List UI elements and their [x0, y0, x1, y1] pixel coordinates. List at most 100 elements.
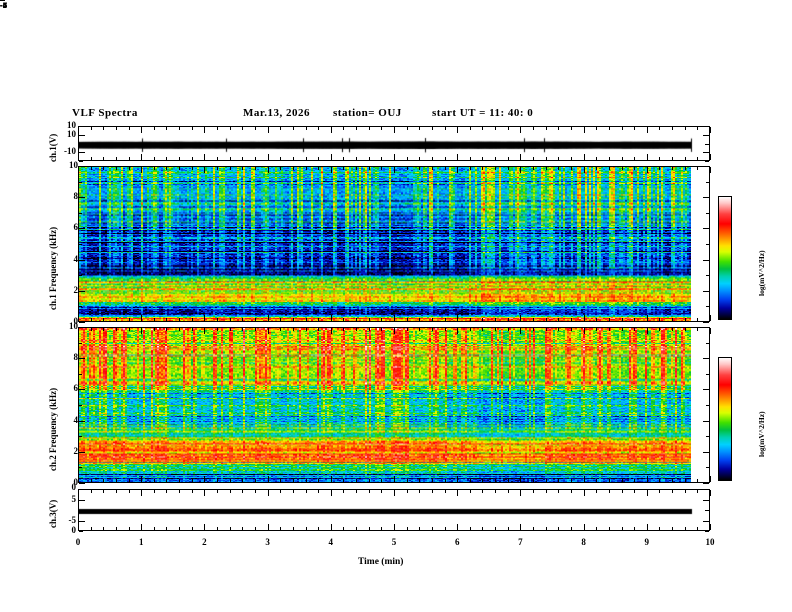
ytick-left-ch2spec-8 [79, 452, 85, 453]
xtick-bottom-ch2spec-14 [255, 479, 256, 482]
xtick-bottom-ch3wave-28 [432, 527, 433, 530]
xtick-bottom-ch1spec-11 [217, 318, 218, 321]
xtick-top-ch1spec-15 [268, 167, 269, 173]
y-tick-label-ch1wave-1: -10 [64, 146, 76, 157]
xtick-top-ch1spec-48 [685, 167, 686, 170]
xtick-top-ch1wave-17 [293, 127, 294, 130]
xtick-bottom-ch1wave-19 [318, 157, 319, 160]
xtick-top-ch2spec-10 [204, 328, 205, 334]
ytick-right-ch1spec-8 [703, 291, 709, 292]
xtick-top-ch2spec-24 [381, 328, 382, 331]
xtick-top-ch3wave-9 [192, 490, 193, 493]
xtick-bottom-ch2spec-30 [457, 476, 458, 482]
xtick-top-ch1spec-26 [407, 167, 408, 170]
xtick-top-ch1wave-32 [482, 127, 483, 130]
xtick-bottom-ch3wave-7 [166, 527, 167, 530]
xtick-bottom-ch3wave-3 [116, 527, 117, 530]
xtick-bottom-ch1wave-30 [457, 154, 458, 160]
xtick-bottom-ch2spec-44 [634, 479, 635, 482]
xtick-top-ch1wave-14 [255, 127, 256, 130]
xtick-bottom-ch2spec-10 [204, 476, 205, 482]
xtick-top-ch1wave-27 [419, 127, 420, 130]
xtick-top-ch3wave-42 [609, 490, 610, 493]
y-tick-label-ch1wave-top10: 10 [67, 120, 76, 130]
ytick-right-ch1wave-4 [705, 161, 709, 162]
xtick-top-ch1wave-10 [204, 127, 205, 133]
xtick-bottom-ch1spec-9 [192, 318, 193, 321]
xtick-top-ch1spec-12 [230, 167, 231, 170]
y-tick-label-ch1spec-5: 0 [73, 316, 79, 326]
xtick-top-ch3wave-27 [419, 490, 420, 493]
xtick-bottom-ch2spec-22 [356, 479, 357, 482]
xtick-top-ch1wave-7 [166, 127, 167, 130]
ytick-right-ch1spec-7 [706, 275, 709, 276]
xtick-top-ch2spec-22 [356, 328, 357, 331]
xtick-top-ch2spec-21 [343, 328, 344, 331]
xtick-bottom-ch1spec-23 [369, 318, 370, 321]
xtick-bottom-ch1spec-1 [91, 318, 92, 321]
xtick-bottom-ch1wave-31 [470, 157, 471, 160]
xtick-top-ch1spec-27 [419, 167, 420, 170]
xtick-top-ch2spec-7 [166, 328, 167, 331]
xtick-top-ch1spec-16 [280, 167, 281, 170]
ytick-left-ch1spec-9 [79, 306, 82, 307]
ytick-left-ch2spec-4 [79, 389, 85, 390]
xtick-top-ch1spec-9 [192, 167, 193, 170]
y-tick-label-ch2spec-2: 6 [73, 383, 79, 394]
xtick-bottom-ch2spec-25 [394, 476, 395, 482]
xtick-top-ch1wave-20 [331, 127, 332, 133]
xtick-top-ch1wave-43 [622, 127, 623, 130]
xtick-bottom-ch1spec-50 [710, 315, 711, 321]
xtick-bottom-ch3wave-31 [470, 527, 471, 530]
ytick-left-ch1wave-4 [79, 161, 83, 162]
xtick-bottom-ch1wave-49 [697, 157, 698, 160]
xtick-top-ch2spec-40 [584, 328, 585, 334]
ytick-left-ch1spec-5 [79, 244, 82, 245]
xtick-bottom-ch1wave-9 [192, 157, 193, 160]
x-tick-label-5: 5 [391, 537, 397, 547]
ch1-spectrogram-panel [78, 166, 710, 322]
xtick-bottom-ch1spec-5 [141, 315, 142, 321]
figure-title: VLF Spectra [72, 107, 138, 119]
ch2-colorbar [718, 357, 732, 481]
ytick-left-ch3wave-4 [79, 531, 83, 532]
colorbar-ch2-tick-label-0: -3 [0, 0, 8, 10]
xtick-top-ch1spec-42 [609, 167, 610, 170]
xtick-bottom-ch1spec-3 [116, 318, 117, 321]
ytick-right-ch1spec-2 [703, 197, 709, 198]
ytick-left-ch1spec-0 [79, 166, 85, 167]
xtick-top-ch1wave-38 [558, 127, 559, 130]
xtick-bottom-ch2spec-50 [710, 476, 711, 482]
xtick-top-ch1spec-30 [457, 167, 458, 173]
xtick-bottom-ch2spec-19 [318, 479, 319, 482]
xtick-bottom-ch3wave-30 [457, 524, 458, 530]
xtick-top-ch3wave-39 [571, 490, 572, 493]
xtick-top-ch1wave-46 [659, 127, 660, 130]
xtick-bottom-ch1wave-4 [129, 157, 130, 160]
xtick-bottom-ch1spec-0 [78, 315, 79, 321]
xtick-top-ch1wave-2 [103, 127, 104, 130]
xtick-top-ch1spec-17 [293, 167, 294, 170]
ch2-spectrogram-image [79, 328, 691, 482]
xtick-top-ch1spec-2 [103, 167, 104, 170]
xtick-top-ch1spec-50 [710, 167, 711, 173]
xtick-top-ch1wave-26 [407, 127, 408, 130]
ytick-left-ch2spec-9 [79, 467, 82, 468]
xtick-top-ch2spec-34 [508, 328, 509, 331]
xtick-bottom-ch3wave-46 [659, 527, 660, 530]
xtick-bottom-ch1wave-7 [166, 157, 167, 160]
xtick-top-ch1spec-8 [179, 167, 180, 170]
xtick-bottom-ch1spec-31 [470, 318, 471, 321]
xtick-bottom-ch1wave-24 [381, 157, 382, 160]
xtick-top-ch3wave-1 [91, 490, 92, 493]
xtick-bottom-ch2spec-29 [445, 479, 446, 482]
xtick-bottom-ch1wave-21 [343, 157, 344, 160]
xtick-top-ch1spec-41 [596, 167, 597, 170]
xtick-bottom-ch3wave-15 [268, 524, 269, 530]
xtick-bottom-ch2spec-37 [546, 479, 547, 482]
xtick-bottom-ch3wave-48 [685, 527, 686, 530]
xtick-top-ch1wave-15 [268, 127, 269, 133]
xtick-top-ch2spec-27 [419, 328, 420, 331]
xtick-top-ch1wave-33 [495, 127, 496, 130]
xtick-top-ch1spec-24 [381, 167, 382, 170]
